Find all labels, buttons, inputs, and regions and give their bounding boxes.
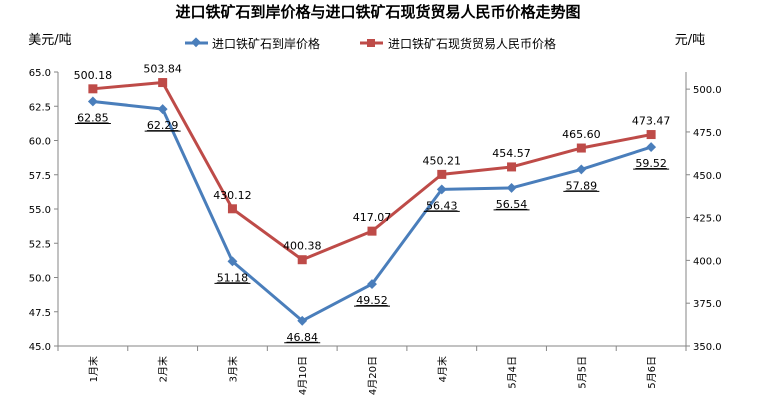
data-label: 49.52 [356,294,388,307]
data-point-square [158,78,168,88]
legend-marker-cny [367,39,375,47]
left-tick-label: 47.5 [29,308,51,319]
data-point-diamond [297,315,308,326]
data-label: 450.21 [423,154,462,167]
data-point-diamond [436,184,447,195]
data-label: 62.85 [77,111,109,124]
x-tick-label: 5月6日 [646,356,658,389]
data-point-diamond [646,142,657,153]
data-label: 465.60 [562,128,601,141]
data-label: 454.57 [492,147,531,160]
data-label: 473.47 [632,115,671,128]
x-tick-label: 5月4日 [507,356,519,389]
data-label: 51.18 [217,271,249,284]
data-point-diamond [87,96,98,107]
x-tick-label: 2月末 [157,356,170,382]
legend-marker-usd [191,37,201,48]
data-label: 46.84 [286,331,318,344]
data-point-square [646,130,656,140]
data-label: 59.52 [635,157,667,170]
data-point-square [576,143,586,153]
data-point-diamond [506,182,517,193]
left-axis-unit: 美元/吨 [28,33,71,48]
right-tick-label: 400.0 [693,256,722,267]
x-tick-label: 4月20日 [367,356,379,395]
right-tick-label: 350.0 [693,342,722,353]
data-point-square [227,204,237,214]
right-tick-label: 425.0 [693,214,722,225]
data-label: 500.18 [74,69,113,82]
chart-title: 进口铁矿石到岸价格与进口铁矿石现货贸易人民币价格走势图 [175,3,580,21]
data-label: 400.38 [283,240,322,253]
right-tick-label: 375.0 [693,299,722,310]
legend-label-usd: 进口铁矿石到岸价格 [212,36,320,51]
data-point-square [367,226,377,236]
data-label: 503.84 [143,63,182,76]
x-tick-label: 5月5日 [576,356,588,389]
data-point-square [88,84,98,94]
data-label: 57.89 [566,179,598,192]
left-tick-label: 62.5 [29,102,51,113]
x-tick-label: 4月10日 [297,356,309,395]
right-tick-label: 475.0 [693,128,722,139]
left-tick-label: 52.5 [29,239,51,250]
left-tick-label: 57.5 [29,171,51,182]
data-point-square [507,162,517,172]
data-label: 430.12 [213,189,252,202]
data-point-diamond [367,279,377,290]
left-tick-label: 60.0 [29,137,51,148]
data-label: 417.07 [353,211,392,224]
left-tick-label: 55.0 [29,205,51,216]
x-tick-label: 3月末 [226,356,239,382]
data-point-square [297,255,307,265]
left-tick-label: 65.0 [29,68,51,79]
right-tick-label: 450.0 [693,171,722,182]
data-point-diamond [157,104,168,115]
legend-label-cny: 进口铁矿石现货贸易人民币价格 [388,36,556,51]
data-label: 56.43 [426,199,458,212]
data-point-square [437,169,447,179]
x-tick-label: 4月末 [436,356,449,382]
data-label: 62.29 [147,119,179,132]
right-tick-label: 500.0 [693,85,722,96]
x-tick-label: 1月末 [87,356,100,382]
data-label: 56.54 [496,198,528,211]
data-point-diamond [576,164,587,175]
data-point-diamond [227,256,238,267]
legend: 进口铁矿石到岸价格 进口铁矿石现货贸易人民币价格 [185,36,556,51]
left-tick-label: 50.0 [29,274,51,285]
right-axis-unit: 元/吨 [675,33,705,48]
left-tick-label: 45.0 [29,342,51,353]
